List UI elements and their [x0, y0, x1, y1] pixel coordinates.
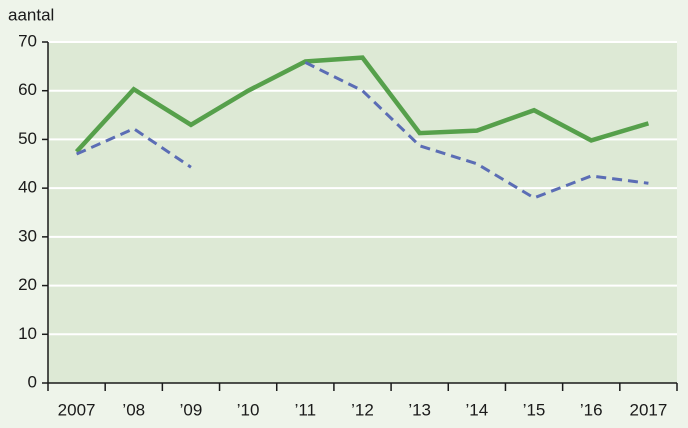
- x-tick-label: ’16: [580, 400, 603, 419]
- y-tick-label: 60: [18, 80, 37, 99]
- y-tick-label: 0: [28, 372, 37, 391]
- x-tick-label: ’14: [466, 400, 489, 419]
- y-tick-label: 30: [18, 226, 37, 245]
- x-tick-label: ’13: [408, 400, 431, 419]
- y-axis-label: aantal: [8, 5, 54, 24]
- x-tick-label: 2017: [629, 400, 667, 419]
- x-tick-label: ’15: [523, 400, 546, 419]
- x-tick-label: ’12: [351, 400, 374, 419]
- x-tick-label: ’11: [295, 400, 316, 419]
- y-tick-label: 20: [18, 275, 37, 294]
- y-tick-label: 70: [18, 31, 37, 50]
- y-tick-label: 10: [18, 324, 37, 343]
- series-line: [74, 55, 650, 154]
- series-line: [75, 61, 649, 200]
- y-tick-label: 50: [18, 129, 37, 148]
- x-tick-label: ’09: [180, 400, 203, 419]
- x-tick-label: 2007: [58, 400, 96, 419]
- y-tick-label: 40: [18, 178, 37, 197]
- x-tick-label: ’08: [122, 400, 145, 419]
- x-tick-label: ’10: [237, 400, 260, 419]
